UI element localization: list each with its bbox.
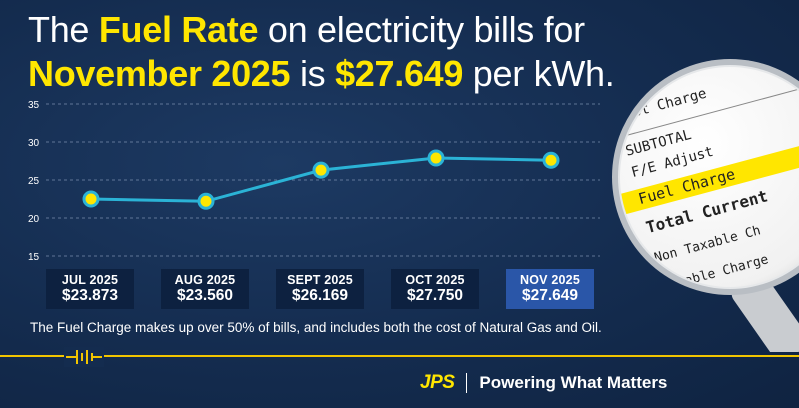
headline-text: The (28, 9, 99, 50)
month-label: OCT 2025 (405, 273, 465, 287)
y-tick-label: 35 (28, 100, 40, 111)
y-tick-label: 25 (28, 176, 40, 187)
data-point (427, 149, 445, 167)
headline-highlight-fuel-rate: Fuel Rate (98, 9, 259, 50)
month-label: JUL 2025 (61, 273, 119, 287)
headline: The Fuel Rate on electricity bills for N… (28, 8, 678, 96)
x-tick-label-oct-2025: OCT 2025 $27.750 (391, 269, 479, 309)
y-tick-label: 15 (28, 252, 40, 263)
data-label: $23.873 (61, 287, 119, 304)
headline-highlight-month: November 2025 (28, 53, 291, 94)
brand-tagline: Powering What Matters (479, 373, 668, 392)
fuel-rate-line-chart: 35 30 25 20 15 (28, 100, 600, 263)
headline-text: on electricity bills for (258, 9, 585, 50)
x-tick-label-jul-2025: JUL 2025 $23.873 (46, 269, 134, 309)
brand-separator (466, 373, 468, 393)
headline-line-2: November 2025 is $27.649 per kWh. (28, 52, 678, 96)
bill-rule (620, 80, 799, 144)
x-tick-label-aug-2025: AUG 2025 $23.560 (161, 269, 249, 309)
brand-footer: JPS Powering What Matters (420, 371, 667, 395)
magnifying-glass-icon: Cust Charge SUBTOTAL F/E Adjust Fuel Charge… (600, 52, 799, 362)
x-tick-label-nov-2025: NOV 2025 $27.649 (506, 269, 594, 309)
data-point (312, 161, 330, 179)
y-tick-label: 30 (28, 138, 40, 149)
headline-highlight-rate: $27.649 (335, 53, 464, 94)
data-point (542, 151, 560, 169)
x-tick-label-sept-2025: SEPT 2025 $26.169 (276, 269, 364, 309)
data-point (82, 190, 100, 208)
footnote: The Fuel Charge makes up over 50% of bil… (30, 320, 602, 335)
data-label: $27.750 (406, 287, 464, 304)
data-label: $26.169 (291, 287, 349, 304)
battery-icon (64, 347, 104, 367)
month-label: NOV 2025 (520, 273, 580, 287)
magnifier-handle (731, 272, 799, 362)
data-label: $23.560 (176, 287, 234, 304)
month-label: SEPT 2025 (287, 273, 353, 287)
divider-line (0, 355, 799, 357)
fuel-charge-highlight (620, 134, 799, 217)
data-label: $27.649 (521, 287, 579, 304)
headline-line-1: The Fuel Rate on electricity bills for (28, 8, 678, 52)
data-point (197, 192, 215, 210)
jps-logo: JPS (420, 372, 455, 393)
headline-text: per kWh. (463, 53, 615, 94)
headline-text: is (290, 53, 336, 94)
y-tick-label: 20 (28, 214, 40, 225)
month-label: AUG 2025 (174, 273, 236, 287)
